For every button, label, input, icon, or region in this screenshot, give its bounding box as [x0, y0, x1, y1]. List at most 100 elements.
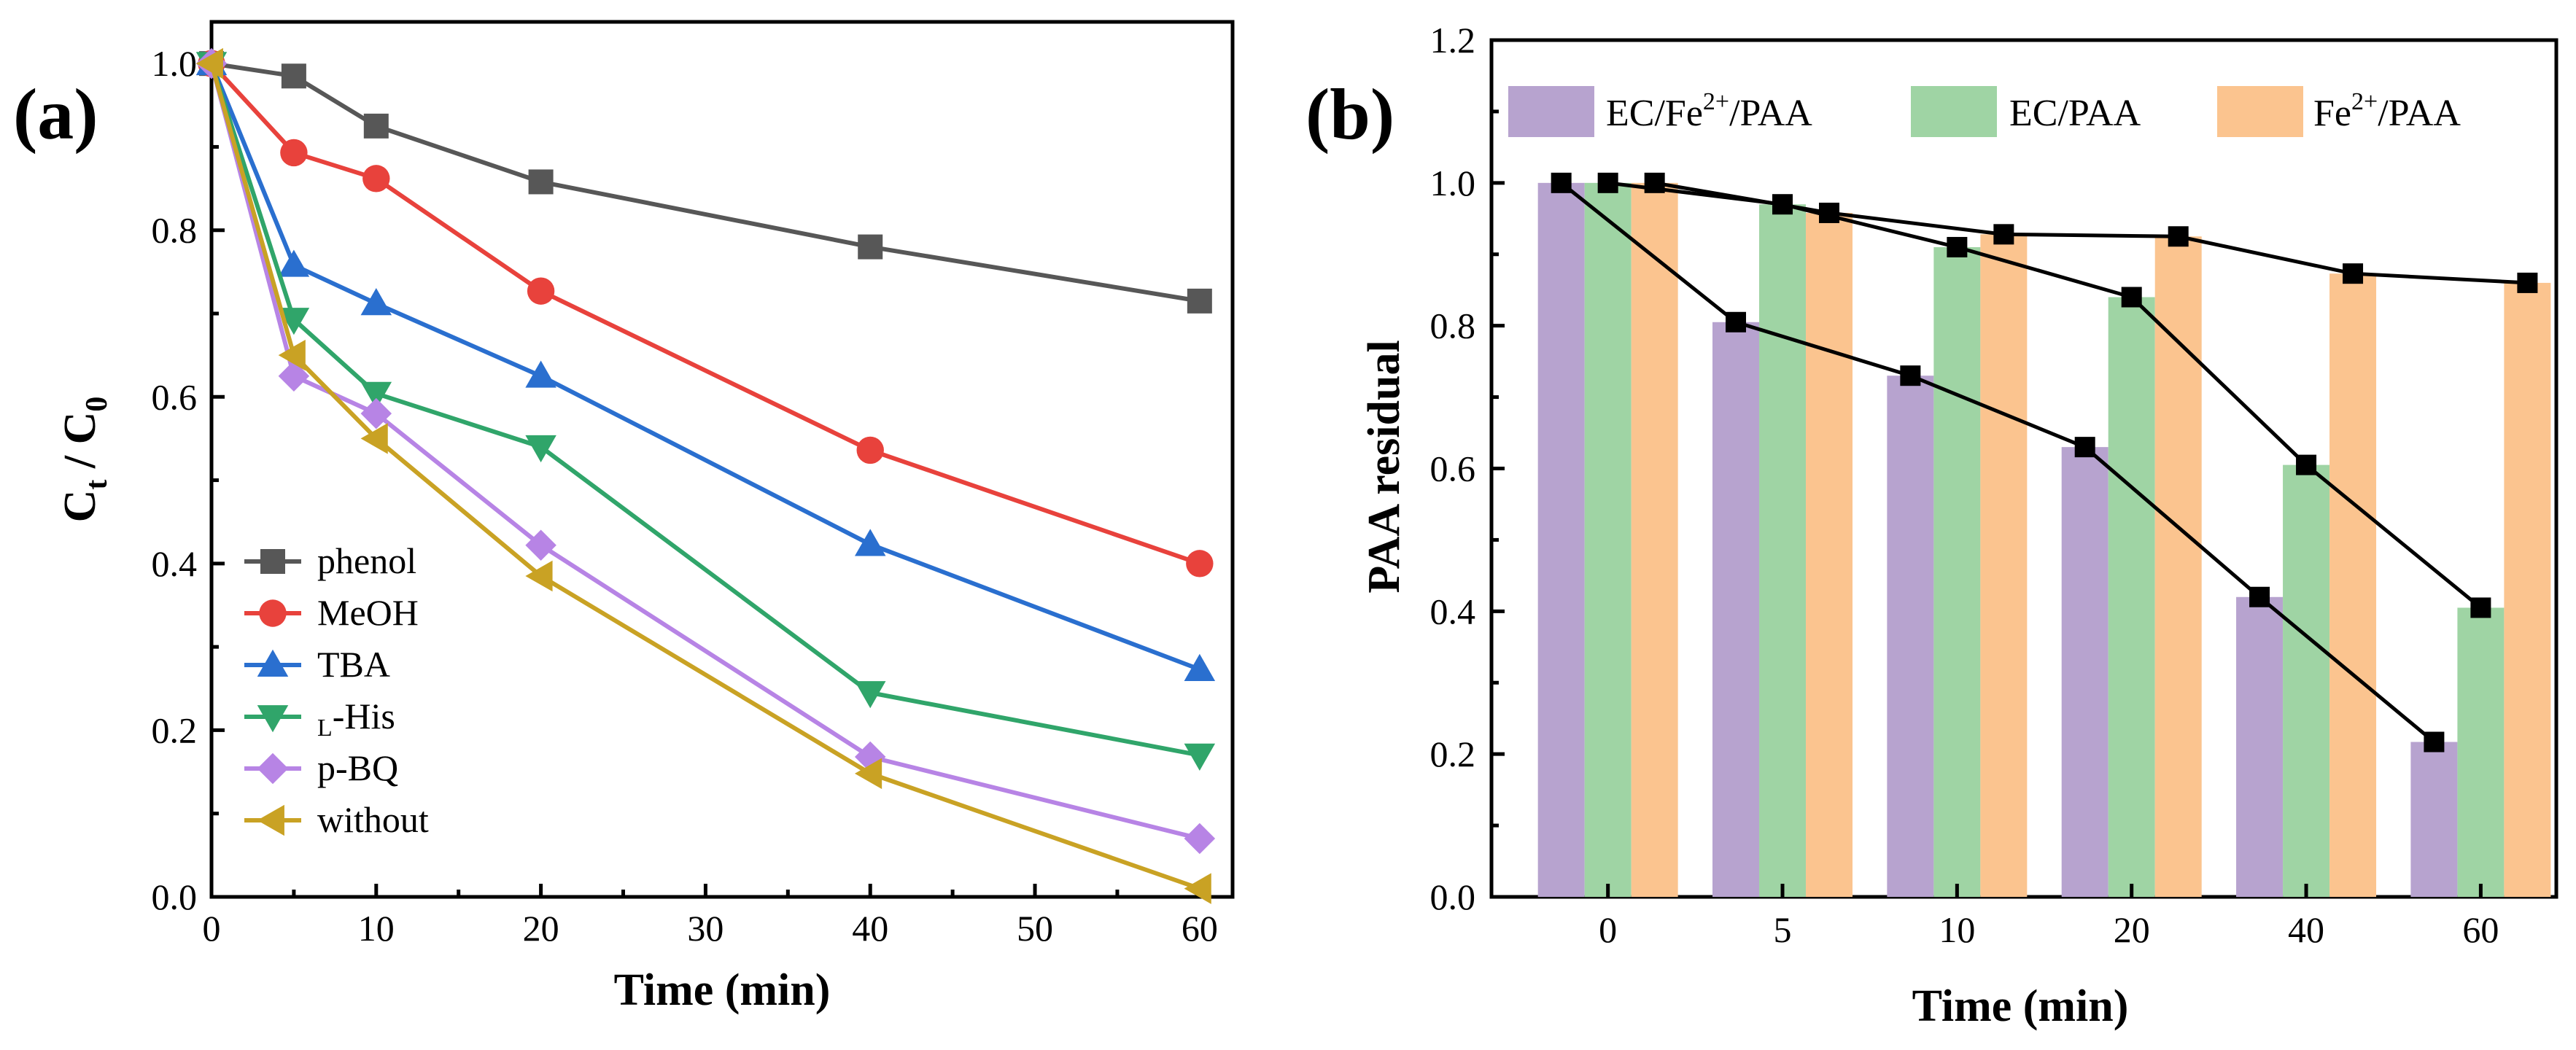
panel-b-y-tick-label: 0.0 [1430, 876, 1476, 917]
panel-b-legend-label: EC/Fe2+/PAA [1606, 88, 1812, 134]
panel-a-legend-marker [257, 804, 284, 836]
panel-b-point-Fe2+/PAA [1644, 172, 1665, 193]
panel-a-y-tick-label: 0.2 [152, 709, 198, 750]
panel-a-point-TBA [525, 360, 556, 388]
panel-a-point-MeOH [362, 165, 390, 192]
panel-a-legend-marker [259, 599, 287, 627]
panel-a-series-MeOH [198, 50, 1214, 578]
panel-b-bar-Fe2+/PAA [1631, 182, 1678, 898]
panel-b-point-Fe2+/PAA [2168, 226, 2189, 247]
panel-a-series-TBA [195, 47, 1216, 681]
panel-b-point-Fe2+/PAA [1993, 224, 2014, 245]
panel-b-point-EC/Fe2+/PAA [2074, 437, 2095, 458]
panel-b-y-axis-title: PAA residual [1359, 340, 1409, 593]
panel-a-legend-label: MeOH [317, 592, 419, 633]
panel-a-point-p-BQ [360, 397, 392, 429]
panel-b-x-tick-label: 40 [2288, 909, 2324, 950]
panel-a-label: (a) [13, 74, 98, 155]
panel-b-bar-EC/Fe2+/PAA [1537, 182, 1585, 898]
panel-a-line-without [209, 63, 1200, 891]
panel-b-chart: (b) 0 5 10 20 40 60 0.0 0.2 0.4 0.6 0.8 1.0 1.2 PAA … [1306, 20, 2558, 1031]
panel-b-y-tick-label: 0.2 [1430, 734, 1476, 774]
panel-b-point-EC/PAA [2296, 454, 2317, 475]
panel-a-legend-label: p-BQ [317, 747, 398, 788]
panel-a-point-TBA [1184, 653, 1216, 681]
panel-b-legend-swatch [1508, 86, 1594, 137]
panel-a-point-TBA [854, 529, 886, 556]
panel-a-point-without [360, 423, 388, 454]
panel-b-bar-EC/Fe2+/PAA [1712, 322, 1760, 897]
panel-a-x-tick-label: 0 [203, 908, 221, 949]
panel-b-point-EC/Fe2+/PAA [1900, 365, 1921, 386]
panel-a-chart: (a) 0 10 20 30 40 50 60 0.0 0.2 0.4 0.6 0.8 1.0 Ct /… [13, 20, 1235, 1015]
panel-b-y-tick-label: 0.4 [1430, 591, 1476, 631]
panel-b-bar-EC/PAA [1933, 246, 1981, 897]
panel-b-label: (b) [1306, 74, 1394, 155]
panel-b-x-tick-label: 0 [1599, 909, 1617, 950]
panel-a-y-axis-title: Ct / C0 [55, 397, 114, 523]
panel-a-point-without [195, 47, 223, 79]
panel-a-legend-item: phenol [244, 540, 416, 581]
panel-a-point-MeOH [856, 436, 884, 464]
panel-a-y-tick-label: 0.6 [152, 376, 198, 417]
panel-a-point-L-His [854, 681, 886, 709]
panel-a-series-without [195, 47, 1211, 904]
panel-a-legend-item: TBA [244, 644, 390, 685]
panel-b-bar-EC/PAA [2108, 297, 2155, 897]
panel-b-point-EC/Fe2+/PAA [2249, 586, 2270, 607]
panel-a-point-phenol [858, 234, 883, 260]
panel-b-x-tick-label: 5 [1774, 909, 1792, 950]
panel-a-legend-marker [257, 705, 289, 733]
panel-a-legend-marker [257, 752, 289, 785]
panel-a-x-tick-label: 20 [523, 908, 559, 949]
panel-a-x-tick-label: 30 [687, 908, 723, 949]
panel-a-x-axis-title: Time (min) [614, 965, 831, 1015]
panel-b-trend-EC/Fe2+/PAA [1560, 181, 2435, 744]
panel-b-point-EC/PAA [2121, 287, 2142, 308]
panel-a-legend-item: without [244, 799, 429, 840]
panel-a-line-L-His [209, 63, 1200, 758]
panel-b-ticks: 0 5 10 20 40 60 0.0 0.2 0.4 0.6 0.8 1.0 1.2 [1430, 20, 2499, 950]
panel-a-point-TBA [360, 288, 392, 316]
panel-b-point-EC/PAA [2470, 597, 2491, 618]
panel-a-legend-marker [257, 649, 289, 677]
panel-b-legend-item: Fe2+/PAA [2217, 86, 2461, 137]
panel-a-point-L-His [525, 435, 556, 463]
panel-a-line-MeOH [209, 62, 1200, 566]
panel-b-bars [1537, 182, 2551, 898]
panel-a-y-tick-label: 1.0 [152, 43, 198, 84]
panel-b-point-EC/Fe2+/PAA [1551, 172, 1572, 193]
panel-a-point-MeOH [280, 139, 308, 167]
panel-a-legend-label: without [317, 799, 429, 840]
panel-a-point-L-His [278, 308, 310, 335]
panel-a-line-p-BQ [209, 63, 1200, 841]
panel-a-point-MeOH [527, 277, 555, 305]
panel-b-legend-item: EC/PAA [1911, 86, 2141, 137]
panel-a-y-tick-label: 0.0 [152, 876, 198, 917]
panel-b-y-tick-label: 0.6 [1430, 448, 1476, 489]
panel-a-legend-label: phenol [317, 540, 416, 581]
panel-b-point-Fe2+/PAA [2517, 272, 2538, 293]
panel-a-ticks: 0 10 20 30 40 50 60 0.0 0.2 0.4 0.6 0.8 1.0 [152, 43, 1218, 949]
panel-a-point-L-His [360, 381, 392, 409]
panel-a-point-L-His [1184, 743, 1216, 771]
panel-a-legend-item: MeOH [244, 592, 419, 633]
panel-a-legend-label: L-His [317, 696, 395, 742]
panel-b-y-tick-label: 1.2 [1430, 20, 1476, 61]
panel-a-point-without [854, 758, 882, 790]
panel-b-point-EC/Fe2+/PAA [2424, 731, 2445, 752]
panel-a-line-TBA [209, 63, 1200, 672]
panel-a-line-phenol [211, 61, 1200, 303]
panel-b-bar-Fe2+/PAA [1806, 212, 1853, 897]
panel-a-plot-frame [209, 20, 1235, 899]
panel-b-point-EC/PAA [1947, 236, 1968, 257]
panel-b-legend-swatch [1911, 86, 1997, 137]
panel-b-point-Fe2+/PAA [1819, 202, 1840, 223]
panel-a-x-tick-label: 40 [852, 908, 888, 949]
panel-b-bar-EC/PAA [2457, 607, 2505, 897]
panel-a-x-tick-label: 10 [358, 908, 395, 949]
panel-a-point-p-BQ [1184, 822, 1216, 855]
panel-a-point-MeOH [1186, 550, 1214, 578]
panel-b-point-EC/Fe2+/PAA [1726, 311, 1747, 332]
